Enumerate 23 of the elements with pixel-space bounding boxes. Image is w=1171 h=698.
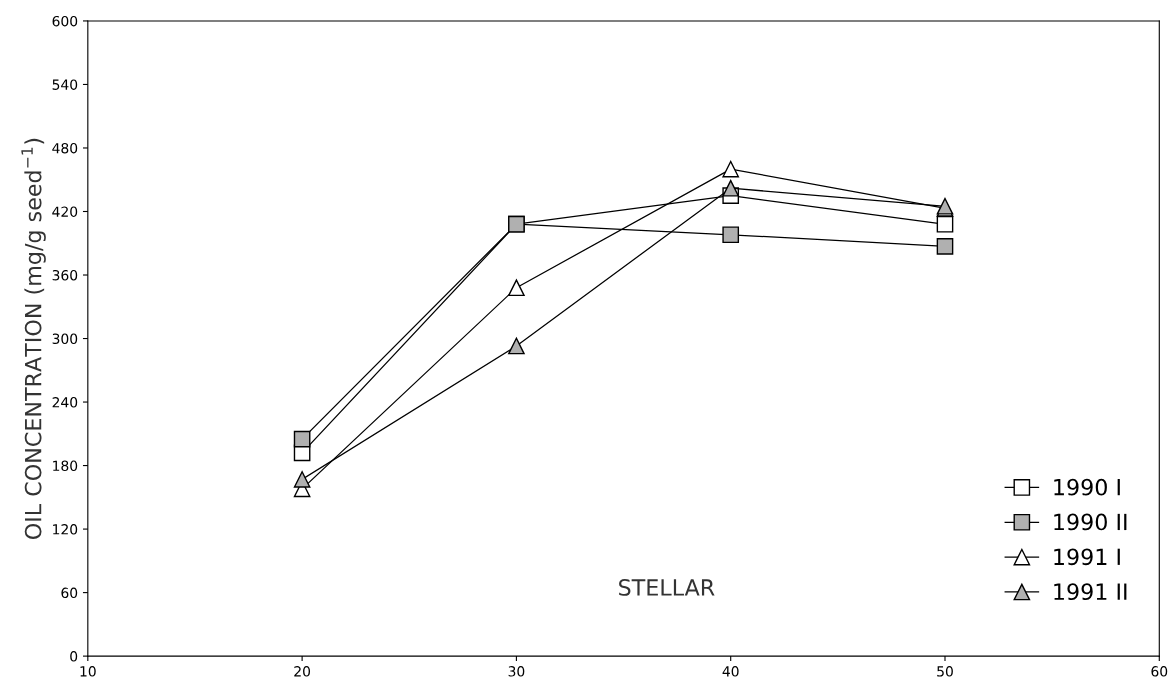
y-axis-title: OIL CONCENTRATION (mg/g seed$^{−1}$)	[21, 138, 46, 540]
y-tick-label: 120	[53, 524, 78, 535]
y-tick-label: 300	[52, 333, 78, 344]
y-tick-label: 240	[52, 397, 78, 408]
y-tick-label: 480	[52, 142, 78, 154]
x-tick-label: 30	[508, 666, 525, 677]
y-tick-label: 180	[53, 460, 78, 472]
y-tick-label: 420	[52, 206, 78, 217]
y-tick-label: 600	[52, 15, 78, 27]
x-tick-label: 40	[722, 666, 739, 677]
y-tick-label: 540	[52, 79, 78, 90]
x-tick-label: 20	[294, 666, 311, 677]
legend-label: 1990 II	[1054, 513, 1127, 531]
y-tick-label: 360	[52, 269, 78, 281]
annotation: STELLAR	[619, 579, 715, 596]
y-tick-label: 0	[70, 651, 78, 662]
legend-label: 1991 II	[1054, 583, 1127, 601]
x-tick-label: 50	[937, 666, 953, 677]
legend-label: 1991 I	[1054, 548, 1120, 566]
y-tick-label: 60	[61, 587, 78, 599]
legend-label: 1990 I	[1054, 478, 1120, 496]
x-tick-label: 60	[1151, 666, 1168, 677]
x-tick-label: 10	[80, 666, 96, 677]
